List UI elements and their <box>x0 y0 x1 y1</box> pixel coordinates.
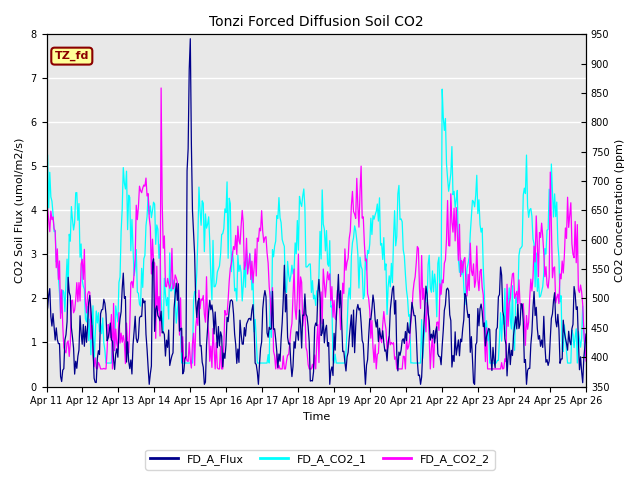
Line: FD_A_Flux: FD_A_Flux <box>47 39 586 384</box>
Text: TZ_fd: TZ_fd <box>54 51 89 61</box>
FD_A_Flux <box>366 316 374 322</box>
FD_A_CO2_2 <box>43 202 51 208</box>
Y-axis label: CO2 Soil Flux (umol/m2/s): CO2 Soil Flux (umol/m2/s) <box>15 138 25 283</box>
Title: Tonzi Forced Diffusion Soil CO2: Tonzi Forced Diffusion Soil CO2 <box>209 15 424 29</box>
Line: FD_A_CO2_2: FD_A_CO2_2 <box>47 88 586 369</box>
FD_A_CO2_2 <box>366 308 374 313</box>
FD_A_CO2_2 <box>93 366 101 372</box>
FD_A_CO2_1 <box>438 86 446 92</box>
FD_A_CO2_1 <box>303 264 311 270</box>
FD_A_CO2_2 <box>304 361 312 367</box>
FD_A_Flux <box>572 291 579 297</box>
FD_A_CO2_1 <box>487 360 495 366</box>
FD_A_CO2_2 <box>337 327 344 333</box>
FD_A_Flux <box>337 288 344 294</box>
FD_A_Flux <box>301 291 308 297</box>
Y-axis label: CO2 Concentration (ppm): CO2 Concentration (ppm) <box>615 139 625 282</box>
FD_A_CO2_2 <box>582 358 590 364</box>
FD_A_CO2_2 <box>157 85 165 91</box>
FD_A_CO2_2 <box>487 366 495 372</box>
X-axis label: Time: Time <box>303 412 330 422</box>
FD_A_CO2_1 <box>43 179 51 184</box>
FD_A_Flux <box>487 354 495 360</box>
FD_A_CO2_1 <box>300 186 308 192</box>
FD_A_CO2_2 <box>572 218 579 224</box>
FD_A_Flux <box>186 36 194 42</box>
FD_A_CO2_1 <box>572 334 579 340</box>
FD_A_Flux <box>145 382 153 387</box>
FD_A_CO2_1 <box>365 251 372 256</box>
FD_A_Flux <box>304 324 312 329</box>
FD_A_CO2_1 <box>335 360 343 366</box>
FD_A_Flux <box>582 331 590 337</box>
FD_A_Flux <box>43 311 51 316</box>
Line: FD_A_CO2_1: FD_A_CO2_1 <box>47 89 586 363</box>
FD_A_CO2_2 <box>301 303 308 309</box>
FD_A_CO2_1 <box>582 338 590 344</box>
Legend: FD_A_Flux, FD_A_CO2_1, FD_A_CO2_2: FD_A_Flux, FD_A_CO2_1, FD_A_CO2_2 <box>145 450 495 469</box>
FD_A_CO2_1 <box>90 360 98 366</box>
